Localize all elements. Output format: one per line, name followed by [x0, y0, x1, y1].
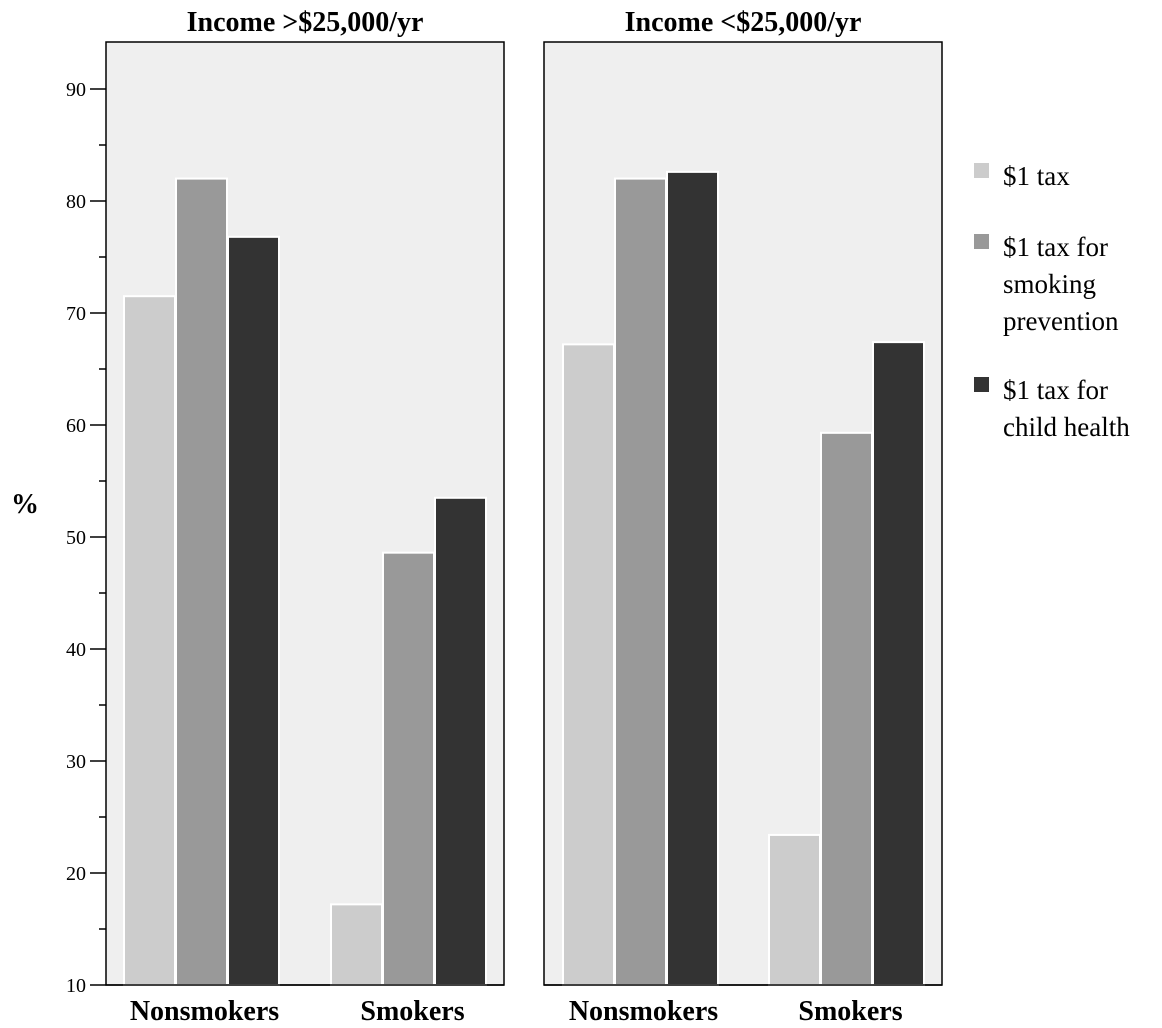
- legend-swatch: [974, 163, 989, 178]
- y-tick-label: 90: [66, 79, 86, 101]
- legend-label: $1 tax for smoking prevention: [1003, 232, 1119, 336]
- x-axis-labels: Nonsmokers Smokers Nonsmokers Smokers: [130, 996, 903, 1027]
- y-tick-label: 80: [66, 191, 86, 213]
- x-tick-label: Nonsmokers: [569, 996, 718, 1027]
- legend: $1 tax $1 tax for smoking prevention $1 tax …: [974, 161, 1130, 442]
- y-tick-label: 50: [66, 527, 86, 549]
- legend-label: $1 tax for child health: [1003, 375, 1130, 442]
- panel-title: Income <$25,000/yr: [625, 7, 862, 38]
- y-axis: 10 20 30 40 50 60 70 80 90: [66, 79, 106, 997]
- y-tick-label: 20: [66, 863, 86, 885]
- bar: [175, 177, 228, 987]
- legend-swatch: [974, 234, 989, 249]
- bar: [227, 235, 280, 986]
- bar: [666, 170, 719, 986]
- legend-label: $1 tax: [1003, 161, 1070, 191]
- y-tick-label: 70: [66, 303, 86, 325]
- bar: [872, 341, 925, 986]
- y-tick-label: 10: [66, 975, 86, 997]
- panel-title: Income >$25,000/yr: [187, 7, 424, 38]
- bar: [330, 903, 383, 986]
- panel-1: Income >$25,000/yr: [105, 7, 505, 987]
- bar: [382, 551, 435, 986]
- y-tick-label: 40: [66, 639, 86, 661]
- chart-panels: Income >$25,000/yr Income <$25,000/yr: [105, 7, 943, 987]
- bar: [820, 431, 873, 986]
- x-tick-label: Smokers: [798, 996, 902, 1027]
- bar: [562, 343, 615, 986]
- x-tick-label: Smokers: [360, 996, 464, 1027]
- legend-item: $1 tax for smoking prevention: [974, 232, 1119, 336]
- panel-2: Income <$25,000/yr: [543, 7, 943, 987]
- bar: [614, 177, 667, 987]
- bar: [123, 295, 176, 986]
- legend-item: $1 tax: [974, 161, 1070, 191]
- legend-item: $1 tax for child health: [974, 375, 1130, 442]
- bar: [768, 833, 821, 986]
- legend-swatch: [974, 377, 989, 392]
- x-tick-label: Nonsmokers: [130, 996, 279, 1027]
- bar: [434, 496, 487, 986]
- y-axis-label: %: [11, 489, 39, 520]
- y-tick-label: 60: [66, 415, 86, 437]
- y-tick-label: 30: [66, 751, 86, 773]
